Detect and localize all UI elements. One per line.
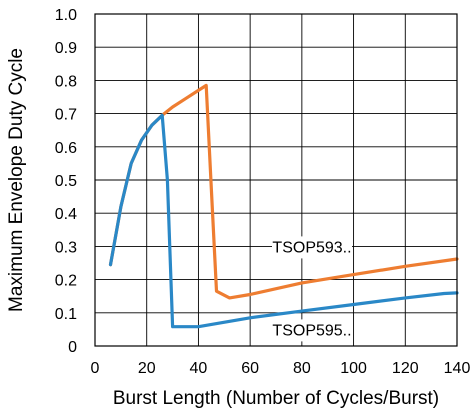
x-tick-label: 0 xyxy=(91,360,100,377)
x-tick-label: 40 xyxy=(190,360,208,377)
x-tick-label: 120 xyxy=(392,360,419,377)
x-tick-label: 100 xyxy=(340,360,367,377)
y-tick-label: 0.1 xyxy=(55,306,77,323)
y-tick-label: 0.5 xyxy=(55,173,77,190)
y-tick-label: 0.2 xyxy=(55,273,77,290)
y-tick-label: 0.3 xyxy=(55,239,77,256)
series-label-layer: TSOP593.. TSOP595.. xyxy=(272,236,352,342)
y-tick-label: 1.0 xyxy=(55,7,77,24)
tick-layer: 0 0.1 0.2 0.3 0.4 0.5 0.6 0.7 0.8 0.9 1.0 0 20 40 60 80… xyxy=(55,7,471,377)
series-layer xyxy=(108,83,459,329)
series-line-tsop595 xyxy=(108,113,459,329)
y-tick-label: 0.6 xyxy=(55,140,77,157)
y-tick-label: 0.8 xyxy=(55,73,77,90)
y-axis-label: Maximum Envelope Duty Cycle xyxy=(6,48,27,312)
series-label-tsop595: TSOP595.. xyxy=(272,322,351,339)
y-tick-label: 0.4 xyxy=(55,206,77,223)
y-tick-label: 0.7 xyxy=(55,107,77,124)
x-tick-label: 60 xyxy=(241,360,259,377)
y-tick-label: 0.9 xyxy=(55,40,77,57)
series-label-tsop593: TSOP593.. xyxy=(272,239,351,256)
x-tick-label: 80 xyxy=(293,360,311,377)
plot-frame xyxy=(94,13,458,347)
x-tick-label: 20 xyxy=(138,360,156,377)
x-tick-label: 140 xyxy=(444,360,471,377)
grid-layer xyxy=(95,14,457,346)
y-tick-label: 0 xyxy=(68,339,77,356)
x-axis-label: Burst Length (Number of Cycles/Burst) xyxy=(113,388,439,409)
series-label-tsop595-bg xyxy=(272,319,352,342)
series-label-tsop593-bg xyxy=(272,236,352,259)
